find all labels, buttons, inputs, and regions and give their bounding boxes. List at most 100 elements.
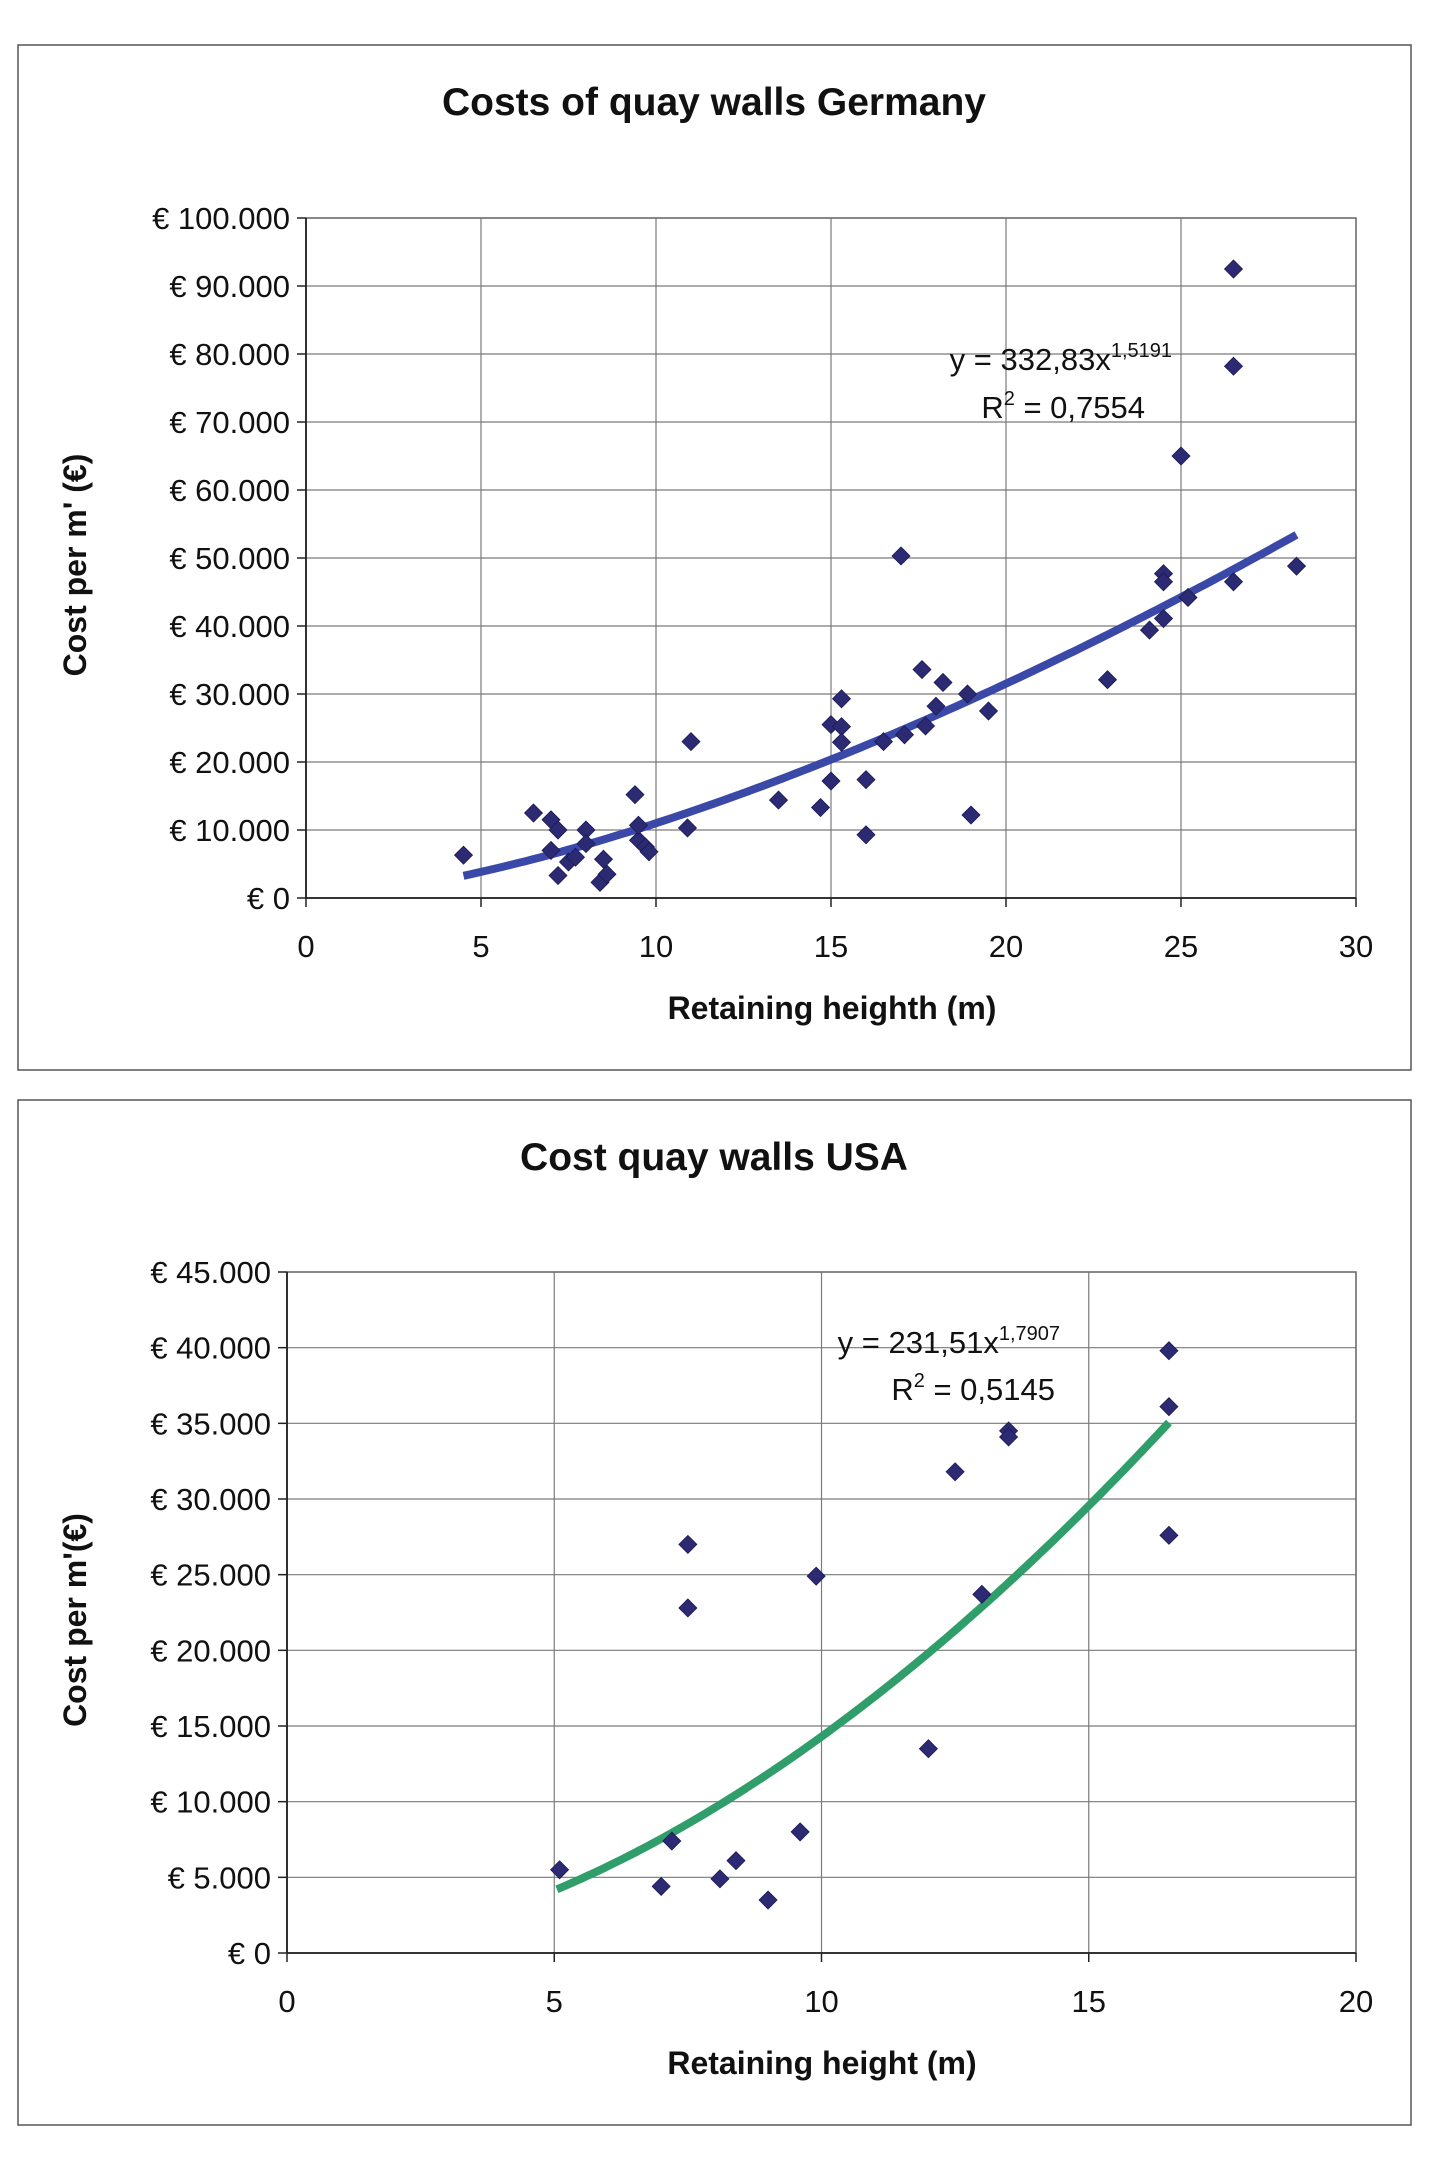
usa-data-point bbox=[806, 1566, 826, 1586]
germany-data-point bbox=[768, 790, 789, 810]
usa-data-point bbox=[1159, 1341, 1179, 1361]
germany-x-tick-label: 25 bbox=[1164, 929, 1198, 964]
usa-x-tick-label: 20 bbox=[1339, 1984, 1373, 2019]
usa-data-point bbox=[1159, 1397, 1179, 1417]
usa-chart-panel: Cost quay walls USA € 0 € 5.000 € 10.000 € … bbox=[17, 1099, 1412, 2126]
usa-y-tick-label: € 20.000 bbox=[150, 1633, 271, 1668]
germany-data-point bbox=[831, 732, 852, 752]
usa-data-point bbox=[550, 1860, 570, 1880]
usa-y-tick-label: € 10.000 bbox=[150, 1785, 271, 1820]
germany-chart-panel: Costs of quay walls Germany € 0€ 10.000€… bbox=[17, 44, 1412, 1071]
germany-data-point bbox=[453, 845, 474, 865]
usa-data-point bbox=[710, 1869, 730, 1889]
usa-y-tick-label: € 35.000 bbox=[150, 1406, 271, 1441]
germany-data-point bbox=[1153, 572, 1174, 592]
germany-data-point bbox=[912, 659, 932, 680]
germany-x-tick-label: 15 bbox=[814, 929, 848, 964]
usa-x-axis-label: Retaining height (m) bbox=[667, 2045, 976, 2081]
usa-data-point bbox=[726, 1851, 746, 1871]
germany-data-point bbox=[1223, 259, 1244, 279]
usa-plot-area: € 0 € 5.000 € 10.000 € 15.000 € 20.000 € 25.0… bbox=[150, 1255, 1373, 2019]
usa-data-point bbox=[662, 1831, 682, 1851]
usa-y-tick-label: € 30.000 bbox=[150, 1482, 271, 1517]
usa-data-point bbox=[1159, 1525, 1179, 1545]
germany-data-point bbox=[548, 865, 568, 886]
germany-plot-area: € 0 € 10.000 € 20.000 € 30.000 € 40.000 € 50.… bbox=[152, 201, 1373, 964]
usa-chart-title: Cost quay walls USA bbox=[520, 1136, 908, 1179]
germany-data-point bbox=[677, 818, 698, 838]
usa-data-point bbox=[678, 1598, 698, 1618]
usa-data-point bbox=[972, 1584, 992, 1604]
germany-y-tick-label: € 40.000 bbox=[169, 609, 290, 644]
germany-x-tick-label: 10 bbox=[639, 929, 673, 964]
usa-data-point bbox=[999, 1427, 1019, 1447]
germany-data-point bbox=[831, 689, 852, 709]
germany-y-tick-label: € 80.000 bbox=[169, 337, 290, 372]
germany-y-tick-label: € 50.000 bbox=[169, 541, 290, 576]
germany-data-point bbox=[915, 716, 936, 736]
germany-data-point bbox=[873, 732, 894, 752]
usa-data-point bbox=[651, 1876, 671, 1896]
germany-data-point bbox=[625, 785, 645, 805]
usa-x-tick-label: 5 bbox=[546, 1984, 563, 2019]
usa-y-tick-label: € 0 bbox=[228, 1936, 271, 1971]
germany-chart-title: Costs of quay walls Germany bbox=[442, 81, 986, 124]
germany-data-point bbox=[856, 825, 876, 845]
germany-data-point bbox=[1223, 356, 1244, 376]
usa-x-tick-label: 0 bbox=[278, 1984, 295, 2019]
usa-r-squared-label: R2 = 0,5145 bbox=[891, 1370, 1055, 1407]
germany-y-tick-label: € 20.000 bbox=[169, 745, 290, 780]
usa-data-point bbox=[758, 1890, 778, 1910]
germany-y-axis-label: Cost per m' (€) bbox=[57, 454, 93, 677]
germany-x-axis-label: Retaining heighth (m) bbox=[668, 990, 997, 1026]
germany-data-point bbox=[978, 701, 999, 721]
germany-data-point bbox=[1286, 556, 1307, 576]
germany-data-point bbox=[681, 732, 701, 752]
usa-data-point bbox=[918, 1739, 938, 1759]
germany-data-point bbox=[523, 803, 544, 823]
germany-data-point bbox=[1139, 620, 1160, 640]
usa-y-tick-label: € 40.000 bbox=[150, 1331, 271, 1366]
germany-r-squared-label: R2 = 0,7554 bbox=[981, 388, 1145, 425]
germany-x-tick-label: 5 bbox=[472, 929, 489, 964]
germany-data-point bbox=[1097, 670, 1118, 690]
germany-y-tick-label: € 90.000 bbox=[169, 269, 290, 304]
usa-data-point bbox=[790, 1822, 810, 1842]
usa-x-tick-label: 10 bbox=[804, 1984, 838, 2019]
germany-x-tick-label: 30 bbox=[1339, 929, 1373, 964]
germany-data-point bbox=[1223, 572, 1244, 592]
germany-data-point bbox=[821, 771, 841, 791]
germany-data-point bbox=[548, 820, 568, 840]
usa-y-tick-label: € 25.000 bbox=[150, 1558, 271, 1593]
usa-y-tick-label: € 5.000 bbox=[168, 1860, 271, 1895]
germany-data-point bbox=[810, 797, 831, 818]
usa-y-tick-label: € 45.000 bbox=[150, 1255, 271, 1290]
germany-data-point bbox=[565, 847, 586, 867]
usa-data-point bbox=[945, 1462, 965, 1482]
germany-y-tick-label: € 30.000 bbox=[169, 677, 290, 712]
germany-data-point bbox=[541, 840, 561, 860]
germany-y-tick-label: € 0 bbox=[247, 881, 290, 916]
germany-data-point bbox=[891, 546, 911, 566]
usa-trend-equation: y = 231,51x1,7907 bbox=[838, 1323, 1060, 1360]
germany-data-point bbox=[957, 684, 978, 704]
germany-x-tick-label: 0 bbox=[297, 929, 314, 964]
usa-x-tick-label: 15 bbox=[1072, 1984, 1106, 2019]
germany-y-tick-label: € 60.000 bbox=[169, 473, 290, 508]
germany-data-point bbox=[926, 696, 946, 716]
germany-data-point bbox=[894, 725, 915, 745]
germany-y-tick-label: € 100.000 bbox=[152, 201, 290, 236]
germany-y-tick-label: € 70.000 bbox=[169, 405, 290, 440]
germany-data-point bbox=[933, 672, 953, 693]
germany-trend-equation: y = 332,83x1,5191 bbox=[950, 340, 1172, 377]
germany-data-point bbox=[1178, 587, 1198, 608]
germany-data-point bbox=[639, 842, 659, 862]
germany-y-tick-label: € 10.000 bbox=[169, 813, 290, 848]
germany-x-tick-label: 20 bbox=[989, 929, 1023, 964]
germany-data-point bbox=[856, 770, 876, 790]
germany-data-point bbox=[1153, 608, 1174, 629]
germany-data-point bbox=[628, 815, 649, 835]
usa-y-axis-label: Cost per m'(€) bbox=[57, 1513, 93, 1727]
germany-data-point bbox=[576, 834, 596, 854]
